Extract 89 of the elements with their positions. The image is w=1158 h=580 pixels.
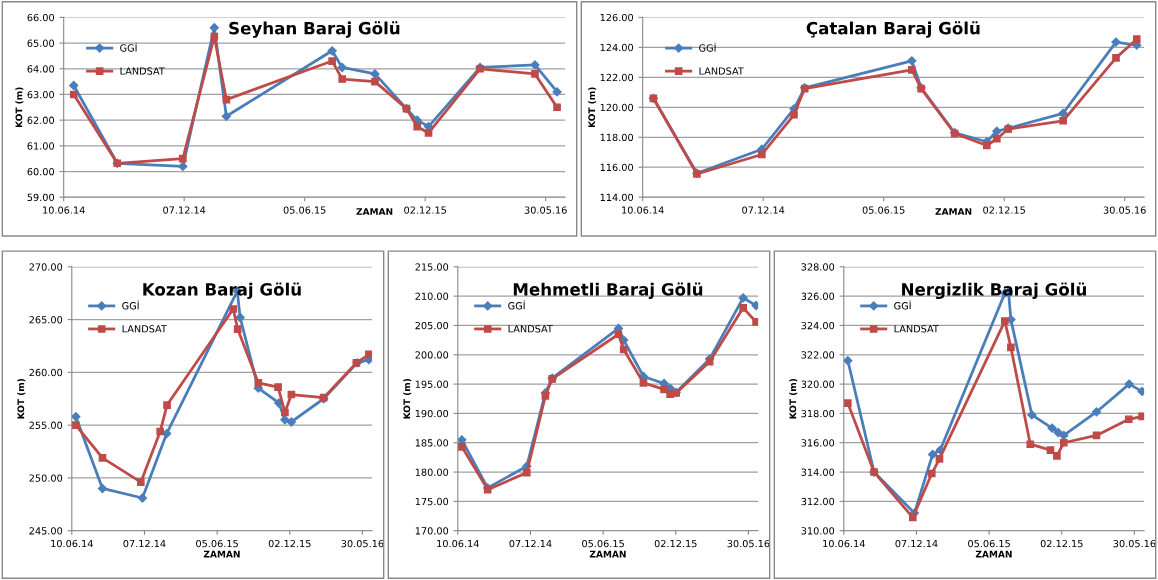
y-tick-label: 265.00 <box>29 316 63 324</box>
y-tick-label: 61.00 <box>27 142 55 150</box>
y-tick-label: 120.00 <box>600 103 634 112</box>
legend-label: LANDSAT <box>699 67 744 75</box>
y-tick-label: 170.00 <box>415 527 449 535</box>
y-axis-title: KOT (m) <box>403 378 412 419</box>
legend-label: GGİ <box>508 300 525 310</box>
x-axis-title: ZAMAN <box>356 208 393 215</box>
y-tick-label: 260.00 <box>29 368 63 377</box>
y-tick-label: 65.00 <box>27 39 55 47</box>
y-tick-label: 114.00 <box>600 193 634 202</box>
legend-label: GGİ <box>120 42 137 52</box>
y-tick-label: 328.00 <box>801 263 835 271</box>
y-tick-label: 312.00 <box>801 497 835 506</box>
y-tick-label: 320.00 <box>801 380 835 388</box>
y-tick-label: 195.00 <box>415 380 449 388</box>
x-tick-label: 30.05.16 <box>727 539 770 548</box>
y-tick-label: 322.00 <box>801 351 835 359</box>
y-tick-label: 122.00 <box>600 73 634 82</box>
y-tick-label: 200.00 <box>415 351 449 359</box>
text: Mehmetli Baraj Gölü <box>513 282 703 300</box>
y-tick-label: 210.00 <box>415 292 449 300</box>
y-tick-label: 255.00 <box>29 421 63 429</box>
legend-label: LANDSAT <box>120 67 165 75</box>
x-tick-label: 05.06.15 <box>582 539 624 548</box>
y-tick-label: 316.00 <box>801 439 835 447</box>
legend-label: LANDSAT <box>508 325 553 333</box>
y-tick-label: 126.00 <box>600 13 634 22</box>
y-tick-label: 245.00 <box>29 527 63 535</box>
x-tick-label: 30.05.16 <box>1113 539 1156 548</box>
y-tick-label: 180.00 <box>415 468 449 476</box>
y-tick-label: 326.00 <box>801 292 835 300</box>
x-tick-label: 02.12.15 <box>654 539 697 548</box>
legend-label: GGİ <box>894 300 911 310</box>
y-tick-label: 60.00 <box>27 167 55 176</box>
y-tick-label: 324.00 <box>801 321 835 330</box>
legend-label: LANDSAT <box>894 325 939 333</box>
legend-label: LANDSAT <box>122 325 167 333</box>
y-axis-title: KOT (m) <box>789 378 798 419</box>
y-tick-label: 250.00 <box>29 474 63 482</box>
x-tick-label: 02.12.15 <box>268 539 311 548</box>
x-tick-label: 05.06.15 <box>196 539 238 548</box>
y-tick-label: 318.00 <box>801 409 835 418</box>
x-tick-label: 10.06.14 <box>43 206 85 214</box>
x-tick-label: 07.12.14 <box>742 206 785 214</box>
y-tick-label: 116.00 <box>600 163 634 172</box>
x-tick-label: 05.06.15 <box>862 206 905 214</box>
x-tick-label: 10.06.14 <box>823 539 865 548</box>
y-tick-label: 59.00 <box>27 193 55 202</box>
y-tick-label: 175.00 <box>415 497 449 506</box>
y-tick-label: 215.00 <box>415 263 449 271</box>
x-tick-label: 30.05.16 <box>341 539 384 548</box>
x-tick-label: 02.12.15 <box>983 206 1025 214</box>
chart-title: Çatalan Baraj Gölü <box>806 21 980 38</box>
x-tick-label: 07.12.14 <box>509 539 552 548</box>
y-axis-title: KOT (m) <box>15 87 24 128</box>
chart-title: Seyhan Baraj Gölü <box>229 21 400 38</box>
x-tick-label: 05.06.15 <box>968 539 1010 548</box>
x-tick-label: 10.06.14 <box>51 539 93 548</box>
x-tick-label: 30.05.16 <box>524 206 567 214</box>
x-axis-title: ZAMAN <box>975 550 1012 558</box>
y-axis-title: KOT (m) <box>17 378 26 419</box>
y-tick-label: 205.00 <box>415 321 449 330</box>
y-tick-label: 118.00 <box>600 133 634 142</box>
y-axis-title: KOT (m) <box>588 87 597 128</box>
x-axis-title: ZAMAN <box>203 550 240 558</box>
x-tick-label: 10.06.14 <box>622 206 664 214</box>
y-tick-label: 63.00 <box>27 90 55 99</box>
y-tick-label: 66.00 <box>27 13 55 22</box>
legend-label: GGİ <box>699 42 716 52</box>
y-tick-label: 185.00 <box>415 439 449 447</box>
y-tick-label: 64.00 <box>27 65 55 73</box>
x-tick-label: 05.06.15 <box>283 206 326 214</box>
y-tick-label: 62.00 <box>27 116 55 124</box>
y-tick-label: 270.00 <box>29 263 63 271</box>
x-tick-label: 02.12.15 <box>404 206 446 214</box>
x-axis-title: ZAMAN <box>935 208 972 215</box>
y-tick-label: 190.00 <box>415 409 449 418</box>
y-tick-label: 314.00 <box>801 468 835 476</box>
x-tick-label: 07.12.14 <box>163 206 206 214</box>
x-axis-title: ZAMAN <box>589 550 626 558</box>
x-tick-label: 30.05.16 <box>1103 206 1146 214</box>
x-tick-label: 10.06.14 <box>437 539 479 548</box>
x-tick-label: 07.12.14 <box>895 539 938 548</box>
y-tick-label: 124.00 <box>600 43 634 52</box>
x-tick-label: 07.12.14 <box>123 539 166 548</box>
legend-label: GGİ <box>122 300 139 310</box>
x-tick-label: 02.12.15 <box>1040 539 1083 548</box>
y-tick-label: 310.00 <box>801 527 835 535</box>
